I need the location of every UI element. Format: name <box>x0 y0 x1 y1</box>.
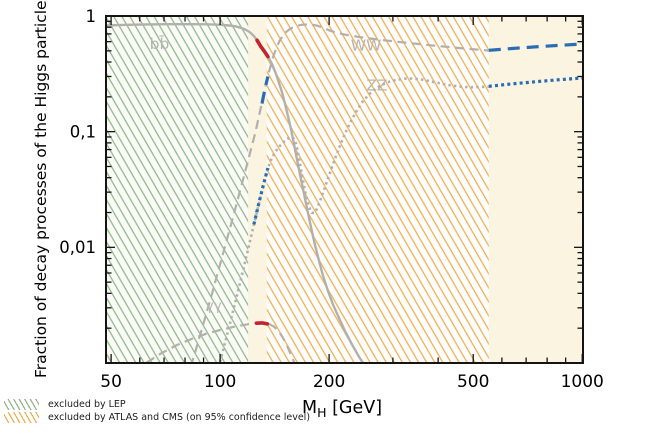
y-tick-label-1: 1 <box>86 7 97 26</box>
legend: excluded by LEP excluded by ATLAS and CM… <box>4 399 310 425</box>
curve-ww-high-mass <box>488 42 583 52</box>
curve-zz <box>218 77 489 363</box>
legend-label-lep: excluded by LEP <box>48 399 126 410</box>
legend-item-lep: excluded by LEP <box>4 399 310 410</box>
excluded-region-hatch-lep <box>106 16 249 363</box>
y-tick-label-0,1: 0,1 <box>70 122 96 141</box>
x-axis-title-subscript: H <box>317 405 327 420</box>
curve-zz-high-mass <box>488 76 583 88</box>
excluded-region-hatch-atlas-cms <box>266 16 489 363</box>
x-tick-label-50: 50 <box>100 372 122 392</box>
x-tick-label-200: 200 <box>313 372 345 392</box>
curve-label-1: WW <box>351 37 382 55</box>
x-tick-label-500: 500 <box>457 372 489 392</box>
atlas-cms-hatch-swatch <box>4 412 39 423</box>
x-tick-label-100: 100 <box>204 372 236 392</box>
legend-item-atlas-cms: excluded by ATLAS and CMS (on 95% confid… <box>4 412 310 423</box>
curve-bb-highlight <box>255 38 270 59</box>
x-tick-label-1000: 1000 <box>561 372 604 392</box>
y-tick-label-0,01: 0,01 <box>59 238 96 257</box>
curve-gamma-gamma <box>143 321 296 363</box>
curve-label-0: bb̄ <box>150 34 170 53</box>
curve-bb <box>106 23 365 363</box>
y-axis-title: Fraction of decay processes of the Higgs… <box>32 0 50 379</box>
curve-label-3: γγ <box>206 298 222 314</box>
x-axis-title-main: M <box>302 398 318 418</box>
curve-zz-highlight <box>252 167 270 225</box>
legend-label-atlas-cms: excluded by ATLAS and CMS (on 95% confid… <box>48 412 311 423</box>
x-axis-title-unit: [GeV] <box>326 398 383 418</box>
plot-frame <box>105 15 584 364</box>
curve-gamma-gamma-highlight <box>254 321 270 326</box>
curve-label-2: ZZ <box>366 77 387 95</box>
x-axis-title: MH [GeV] <box>302 398 382 420</box>
curve-ww-highlight <box>260 76 270 104</box>
lep-hatch-swatch <box>4 399 39 410</box>
